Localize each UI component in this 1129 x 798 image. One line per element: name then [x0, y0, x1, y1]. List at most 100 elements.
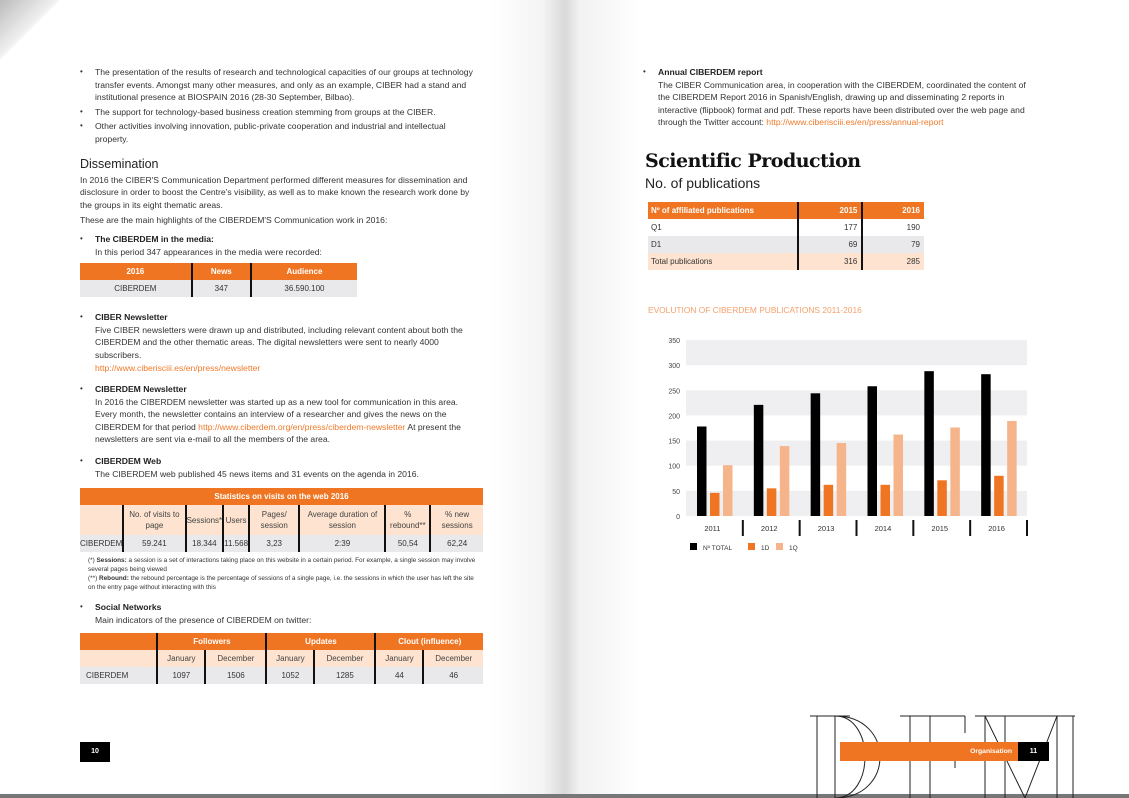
dissemination-paragraph: These are the main highlights of the CIB… [80, 215, 388, 226]
bar-1q [1007, 420, 1017, 516]
cell: 347 [191, 280, 252, 298]
footnote: (**) Rebound: the rebound percentage is … [88, 574, 480, 592]
bullet-title: CIBER Newsletter [95, 312, 168, 323]
bullet-text: In 2016 the CIBERDEM newsletter was star… [95, 396, 459, 432]
header-cell: Audience [250, 263, 357, 281]
header-cell: Clout (influence) [375, 633, 483, 651]
bullet-title: CIBERDEM Web [95, 456, 162, 467]
cell: 46 [449, 671, 459, 681]
bullet-item: The support for technology-based busines… [80, 106, 480, 119]
header-cell: Average duration of session [299, 505, 387, 536]
cell: CIBERDEM [80, 667, 159, 685]
cell: 316 [798, 252, 864, 270]
table-row: Q1 177 190 [648, 218, 924, 236]
bar-1d [937, 480, 947, 516]
bar-ntotal [981, 374, 991, 516]
footnote-term: Sessions: [96, 557, 127, 565]
annual-report-link[interactable]: http://www.ciberisciii.es/en/press/annua… [766, 117, 944, 128]
page-fold-shadow [490, 0, 640, 798]
x-tick-label: 2013 [818, 524, 835, 533]
newsletter-link[interactable]: http://www.ciberisciii.es/en/press/newsl… [95, 362, 261, 373]
y-tick-label: 50 [672, 489, 680, 496]
header-cell: 2016 [862, 201, 924, 219]
bar-ntotal [924, 371, 934, 516]
bar-1d [823, 484, 834, 516]
x-tick-label: 2016 [988, 524, 1005, 533]
header-cell: 2015 [798, 201, 864, 219]
grid-band [686, 390, 1027, 416]
ciberdem-newsletter-bullet: CIBERDEM Newsletter In 2016 the CIBERDEM… [80, 383, 480, 446]
table-row: D1 69 79 [648, 235, 924, 253]
header-cell: Sessions* [185, 505, 225, 536]
media-text: In this period 347 appearances in the me… [95, 246, 322, 257]
cell: 44 [375, 667, 425, 685]
grid-band [686, 440, 1027, 466]
x-tick-label: 2014 [875, 524, 892, 533]
cell: CIBERDEM [80, 535, 125, 553]
page-number-right: 11 [1018, 742, 1049, 761]
header-cell: % rebound** [385, 505, 432, 536]
left-page-content: The presentation of the results of resea… [80, 66, 483, 685]
media-title: The CIBERDEM in the media: [95, 233, 214, 244]
cell: 177 [798, 218, 864, 236]
bar-1d [766, 488, 777, 516]
cell: 59.241 [123, 535, 187, 553]
bar-1q [950, 427, 960, 516]
dissemination-heading: Dissemination [80, 156, 159, 171]
section-title: Scientific Production [645, 149, 861, 172]
right-page-content: Annual CIBERDEM report The CIBER Communi… [643, 66, 1038, 270]
cell: 285 [906, 256, 920, 266]
header-cell: Pages/ session [249, 505, 301, 536]
header-cell: January [157, 650, 207, 668]
bullet-item: The presentation of the results of resea… [80, 66, 480, 104]
legend-swatch [690, 543, 697, 550]
footnotes: (*) Sessions: a session is a set of inte… [80, 556, 480, 592]
page-curl [0, 0, 60, 60]
table-row: Total publications 316 285 [648, 252, 924, 270]
legend-label: 1Q [789, 545, 798, 552]
header-cell: % new sessions [430, 505, 483, 536]
bar-1q [779, 446, 790, 516]
media-table: 2016 News Audience CIBERDEM 347 36.590.100 [80, 263, 357, 298]
footnote-term: Rebound: [99, 575, 129, 583]
bar-1q [723, 465, 733, 516]
header-cell: No. of visits to page [123, 505, 187, 536]
cell: 79 [911, 239, 920, 249]
y-tick-label: 100 [668, 464, 680, 471]
bottom-edge [0, 794, 1129, 798]
social-table: Followers Updates Clout (influence) Janu… [80, 633, 483, 685]
cell: 62,24 [447, 539, 468, 549]
x-tick-separator [741, 520, 744, 536]
bullet-title: Annual CIBERDEM report [658, 67, 763, 77]
footnote-mark: (**) [88, 575, 100, 583]
x-tick-label: 2011 [704, 524, 720, 533]
media-bullet: The CIBERDEM in the media: In this perio… [80, 233, 480, 258]
x-tick-separator [912, 520, 915, 536]
cell: 1052 [266, 667, 316, 685]
ciberdem-newsletter-link[interactable]: http://www.ciberdem.org/en/press/ciberde… [198, 421, 406, 432]
bar-ntotal [697, 426, 707, 516]
header-cell: Followers [157, 633, 268, 651]
bullet-title: CIBERDEM Newsletter [95, 384, 187, 395]
legend-label: 1D [761, 545, 770, 552]
bullet-item: Other activities involving innovation, p… [80, 120, 480, 145]
cell: 69 [798, 235, 864, 253]
innovation-bullets: The presentation of the results of resea… [80, 66, 480, 146]
dissemination-paragraph: In 2016 the CIBER'S Communication Depart… [80, 174, 470, 210]
bullet-text: Main indicators of the presence of CIBER… [95, 614, 312, 625]
y-tick-label: 300 [668, 363, 680, 370]
header-cell: News [191, 263, 252, 281]
section-footer-label: Organisation [840, 742, 1018, 761]
y-tick-label: 250 [668, 388, 680, 395]
web-stats-table: Statistics on visits on the web 2016 No.… [80, 488, 483, 553]
cell: 3,23 [249, 535, 301, 553]
cell: 1097 [157, 667, 207, 685]
y-tick-label: 350 [668, 338, 680, 345]
annual-report-bullet: Annual CIBERDEM report The CIBER Communi… [643, 66, 1038, 129]
cell: 2:39 [299, 535, 387, 553]
bar-1q [893, 434, 903, 516]
footnote: (*) Sessions: a session is a set of inte… [88, 556, 480, 574]
cell: D1 [648, 235, 799, 253]
cell: 1285 [314, 667, 377, 685]
bar-ntotal [810, 393, 821, 516]
